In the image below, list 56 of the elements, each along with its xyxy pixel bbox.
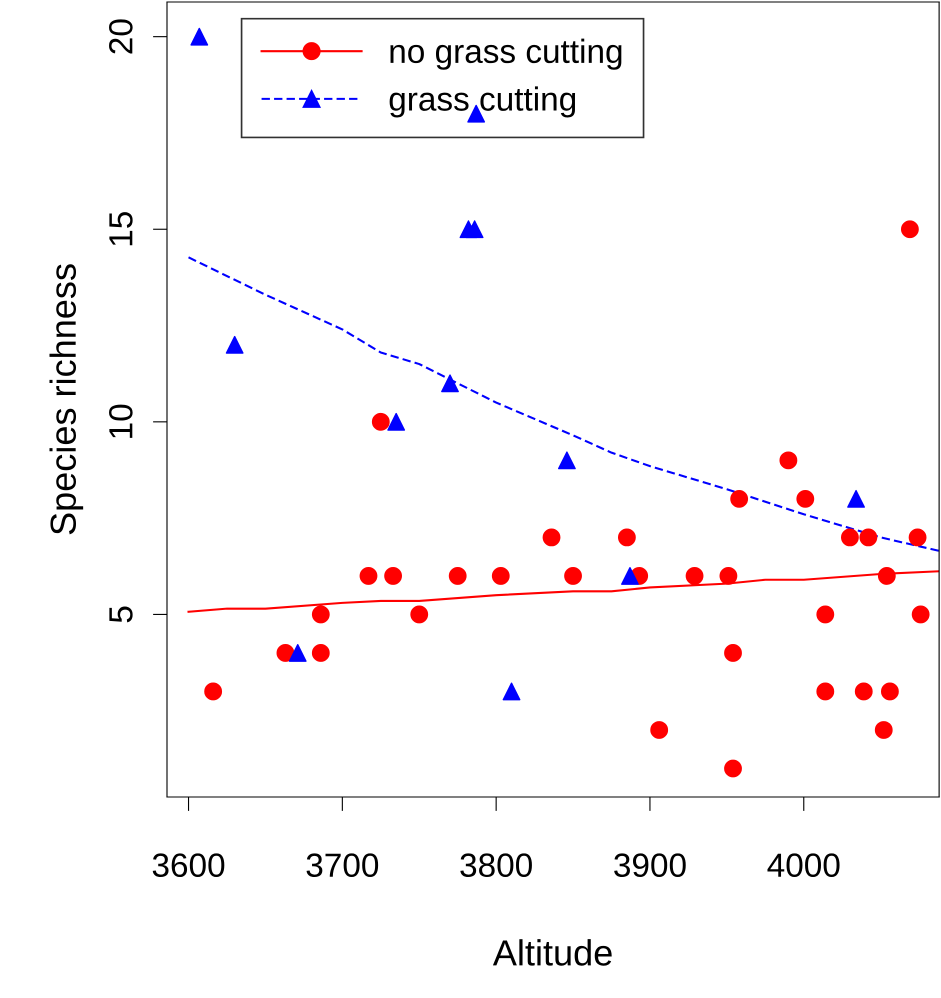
point bbox=[686, 566, 704, 585]
point bbox=[724, 760, 742, 778]
point bbox=[618, 528, 636, 546]
point bbox=[816, 682, 834, 700]
point bbox=[719, 566, 738, 585]
x-tick-label: 3900 bbox=[614, 853, 686, 878]
x-tick-label: 3700 bbox=[306, 853, 378, 878]
point bbox=[878, 566, 896, 585]
point bbox=[466, 220, 484, 238]
y-tick-label: 10 bbox=[109, 404, 133, 438]
point bbox=[880, 682, 899, 700]
point bbox=[387, 412, 406, 431]
y-tick-label: 20 bbox=[109, 19, 133, 54]
point bbox=[900, 220, 919, 238]
y-tick-label: 5 bbox=[109, 606, 133, 622]
y-axis-title: Species richness bbox=[49, 264, 84, 534]
point bbox=[441, 374, 459, 392]
x-tick-label: 3800 bbox=[460, 853, 532, 878]
x-axis-title: Altitude bbox=[492, 939, 612, 966]
point bbox=[492, 566, 510, 585]
point bbox=[502, 682, 520, 700]
point bbox=[312, 644, 330, 662]
point bbox=[288, 644, 307, 662]
point bbox=[908, 528, 926, 546]
point bbox=[796, 490, 814, 508]
point bbox=[854, 682, 873, 700]
point bbox=[650, 721, 668, 739]
x-tick-label: 3600 bbox=[152, 853, 224, 878]
point bbox=[372, 412, 390, 431]
point bbox=[410, 606, 428, 624]
point bbox=[384, 566, 402, 585]
point bbox=[621, 566, 639, 585]
point bbox=[874, 721, 893, 739]
point bbox=[859, 528, 878, 546]
point bbox=[448, 566, 467, 585]
point bbox=[312, 606, 330, 624]
point bbox=[724, 644, 742, 662]
point bbox=[841, 528, 859, 546]
point bbox=[276, 644, 294, 662]
point bbox=[190, 28, 208, 46]
legend-label: grass cutting bbox=[390, 86, 576, 118]
point bbox=[816, 606, 834, 624]
x-tick-label: 4000 bbox=[767, 853, 840, 878]
point bbox=[912, 606, 930, 624]
y-tick-label: 15 bbox=[109, 212, 133, 246]
point bbox=[779, 451, 798, 470]
line-series bbox=[187, 256, 940, 552]
point bbox=[730, 490, 748, 508]
point bbox=[226, 336, 244, 354]
point bbox=[360, 566, 378, 585]
point bbox=[542, 528, 560, 546]
legend-label: no grass cutting bbox=[390, 38, 622, 70]
point bbox=[847, 490, 865, 508]
point bbox=[204, 682, 222, 700]
point bbox=[564, 566, 582, 585]
point bbox=[558, 451, 576, 470]
